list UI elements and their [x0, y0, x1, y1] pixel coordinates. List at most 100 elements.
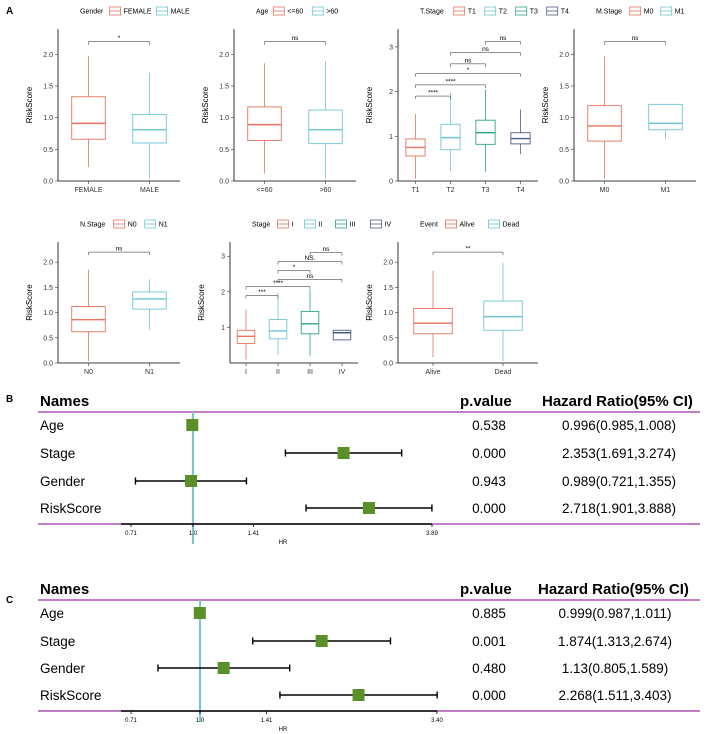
legend-label: <=60 [287, 9, 303, 16]
row-hazard-ratio: 0.996(0.985,1.008) [562, 418, 676, 433]
legend-label: M0 [644, 9, 654, 16]
legend-title: Gender [80, 9, 104, 16]
forest-row-Stage: Stage 0.001 1.874(1.313,2.674) [40, 634, 672, 649]
legend-label: M1 [675, 9, 685, 16]
bracket-line [415, 73, 521, 77]
forest-row-Age: Age 0.538 0.996(0.985,1.008) [40, 418, 676, 433]
x-tick-label: N0 [84, 369, 93, 376]
header-hazard-ratio: Hazard Ratio(95% CI) [542, 393, 693, 410]
box-M1: M1 [648, 103, 683, 194]
legend-label: N1 [159, 222, 168, 229]
y-tick-label: 1.0 [383, 310, 393, 317]
x-tick-label: III [307, 369, 313, 376]
box-T1: T1 [405, 113, 426, 194]
x-tick-label: I [245, 369, 247, 376]
header-pvalue: p.value [460, 393, 512, 410]
box-iqr [413, 308, 453, 335]
y-axis-label: RiskScore [541, 86, 550, 123]
x-tick-label: M1 [661, 187, 671, 194]
y-tick-label: 1.0 [219, 115, 229, 122]
bracket-line [277, 279, 343, 283]
significance-bracket: ns [277, 273, 343, 283]
hr-tick-label: 1.0 [196, 718, 205, 724]
hr-axis: 0.71 1.0 1.41 3.89 HR [121, 523, 438, 546]
box-iqr [483, 300, 523, 331]
significance-bracket: * [277, 264, 311, 274]
row-hazard-ratio: 0.989(0.721,1.355) [562, 474, 676, 489]
legend-label: T2 [499, 9, 507, 16]
box-<=60: <=60 [247, 63, 282, 194]
hr-tick-label: 1.0 [189, 531, 198, 537]
row-pvalue: 0.000 [472, 446, 506, 461]
x-tick-label: <=60 [257, 187, 273, 194]
y-tick-label: 0.5 [43, 147, 53, 154]
boxplot-event: 0.0 0.5 1.0 1.5 2.0 RiskScore Alive Dead ** Event… [365, 219, 538, 376]
row-hazard-ratio: 1.874(1.313,2.674) [558, 634, 672, 649]
row-name: Stage [40, 446, 75, 461]
y-tick-label: 2 [221, 289, 225, 296]
hr-tick-label: 1.41 [248, 531, 260, 537]
row-name: Gender [40, 474, 86, 489]
box-MALE: MALE [132, 72, 167, 194]
y-axis-label: RiskScore [25, 284, 34, 321]
legend-label: Dead [503, 222, 520, 229]
legend-label: N0 [128, 222, 137, 229]
significance-bracket: * [88, 35, 150, 45]
y-tick-label: 1 [389, 134, 393, 141]
bracket-line [245, 295, 279, 299]
boxplot-gender: 0.0 0.5 1.0 1.5 2.0 RiskScore FEMALE MALE * Gende… [25, 6, 190, 194]
box-T4: T4 [510, 109, 531, 194]
row-hazard-ratio: 0.999(0.987,1.011) [558, 606, 671, 621]
y-tick-label: 1.5 [43, 84, 53, 91]
row-pvalue: 0.000 [472, 688, 506, 703]
significance-label: ns [323, 246, 331, 253]
forest-univariate: Names p.value Hazard Ratio(95% CI) Age 0.538… [38, 393, 700, 546]
header-hazard-ratio: Hazard Ratio(95% CI) [538, 581, 689, 598]
legend-label: >60 [326, 9, 338, 16]
y-tick-label: 0.0 [559, 179, 569, 186]
significance-bracket: **** [415, 78, 486, 88]
box->60: >60 [308, 61, 343, 194]
bracket-line [245, 286, 311, 290]
significance-bracket: **** [415, 90, 451, 100]
hr-axis-title: HR [279, 727, 288, 733]
bracket-line [309, 252, 343, 256]
significance-label: NS. [305, 255, 316, 262]
legend-label: FEMALE [124, 9, 152, 16]
hr-marker [217, 662, 230, 674]
significance-bracket: NS. [277, 255, 343, 265]
legend: M.Stage M0 M1 [596, 6, 685, 16]
y-tick-label: 1.5 [43, 285, 53, 292]
significance-label: * [118, 35, 121, 42]
bracket-line [88, 251, 150, 256]
legend: Gender FEMALE MALE [80, 6, 190, 16]
bracket-line [88, 41, 150, 45]
bracket-line [450, 52, 521, 56]
y-axis-label: RiskScore [365, 86, 374, 123]
legend-title: M.Stage [596, 9, 622, 16]
y-tick-label: 3 [389, 44, 393, 51]
legend-item-II: II [304, 219, 323, 229]
legend-item-T1: T1 [453, 6, 476, 16]
x-tick-label: IV [339, 369, 346, 376]
box-III: III [300, 290, 320, 376]
y-tick-label: 2.0 [43, 260, 53, 267]
y-tick-label: 1.5 [383, 285, 393, 292]
bracket-line [604, 41, 666, 45]
row-pvalue: 0.001 [472, 634, 506, 649]
box-II: II [268, 292, 288, 376]
legend-label: II [319, 222, 323, 229]
legend-label: T3 [530, 9, 538, 16]
legend-label: Alive [460, 222, 475, 229]
forest-row-Age: Age 0.885 0.999(0.987,1.011) [40, 606, 672, 621]
hr-marker [352, 689, 365, 701]
y-tick-label: 2.0 [219, 52, 229, 59]
bracket-line [264, 41, 326, 45]
significance-label: * [293, 264, 296, 271]
x-tick-label: Dead [495, 369, 512, 376]
box-iqr [308, 109, 343, 145]
significance-bracket: **** [245, 280, 311, 290]
legend-label: I [292, 222, 294, 229]
hr-tick-label: 3.89 [426, 531, 438, 537]
hr-tick-label: 3.40 [431, 718, 443, 724]
